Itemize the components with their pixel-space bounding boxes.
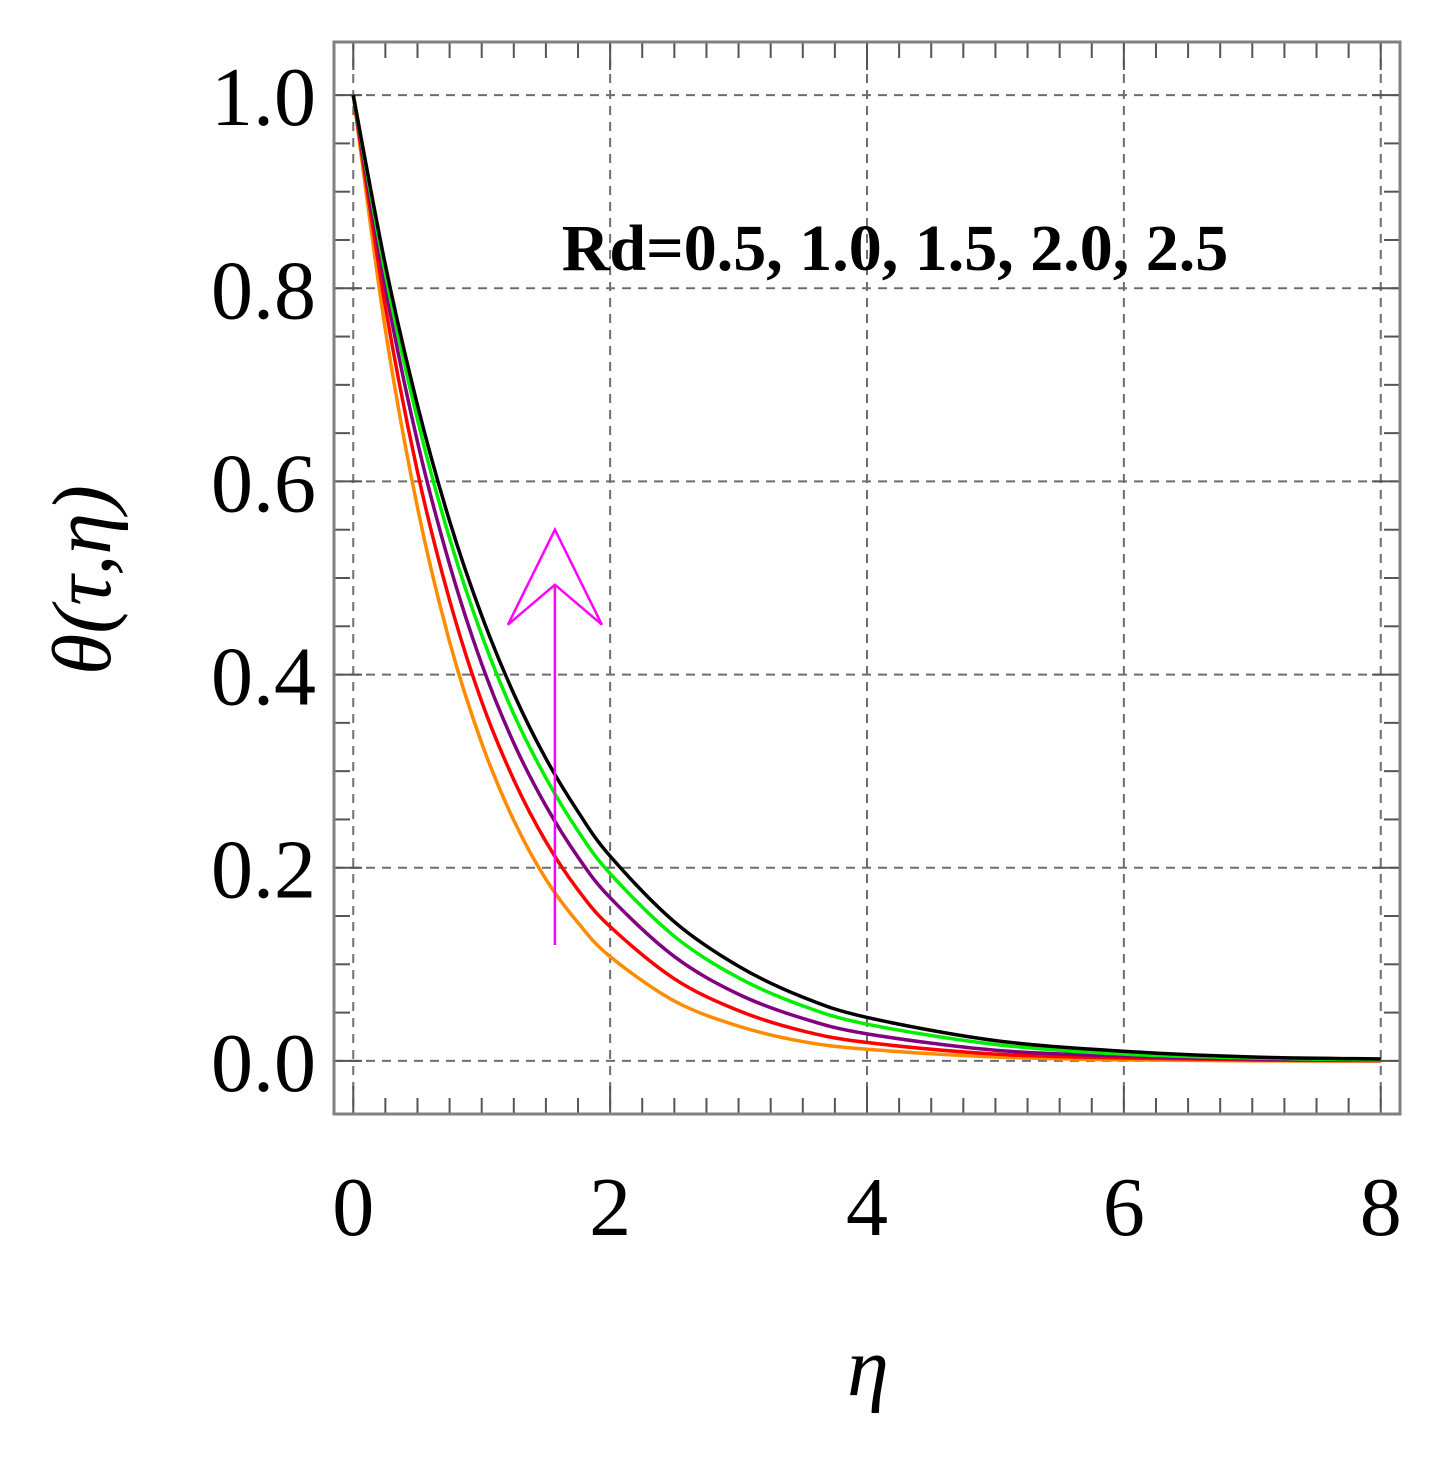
- series-line-5: [351, 94, 1381, 1061]
- series-line-3: [351, 94, 1381, 1062]
- series-line-4: [351, 94, 1381, 1062]
- x-tick-label: 0: [332, 1161, 374, 1254]
- x-tick-labels: 0 2 4 6 8: [332, 1161, 1401, 1254]
- y-tick-labels: 0.0 0.2 0.4 0.6 0.8 1.0: [211, 51, 316, 1110]
- y-tick-label: 0.6: [211, 437, 316, 530]
- x-tick-label: 4: [846, 1161, 888, 1254]
- arrow: [506, 526, 604, 945]
- grid: [334, 42, 1400, 1114]
- x-tick-label: 8: [1360, 1161, 1402, 1254]
- y-tick-label: 0.4: [211, 631, 316, 724]
- x-axis-label: η: [847, 1321, 889, 1414]
- y-tick-label: 1.0: [211, 51, 316, 144]
- series-lines: [351, 94, 1381, 1063]
- plot-frame: [332, 40, 1402, 1116]
- y-axis-label: θ(τ,η): [36, 485, 129, 675]
- y-tick-label: 0.2: [211, 824, 316, 917]
- tick-marks: [334, 42, 1400, 1114]
- y-tick-label: 0.8: [211, 244, 316, 337]
- series-line-1: [351, 94, 1381, 1063]
- x-tick-label: 2: [589, 1161, 631, 1254]
- y-tick-label: 0.0: [211, 1017, 316, 1110]
- series-line-2: [351, 94, 1381, 1063]
- annotation: Rd=0.5, 1.0, 1.5, 2.0, 2.5: [562, 212, 1228, 285]
- arrow-head: [506, 526, 604, 626]
- x-tick-label: 6: [1103, 1161, 1145, 1254]
